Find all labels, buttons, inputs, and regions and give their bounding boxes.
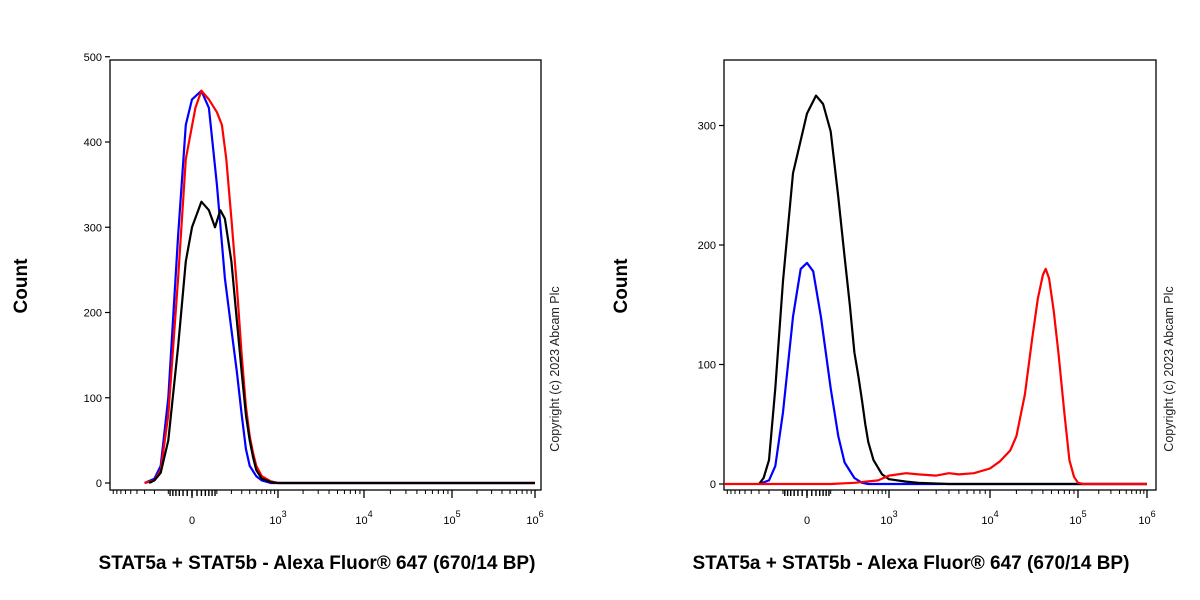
y-tick-label: 300 bbox=[84, 222, 102, 234]
histogram-series-line bbox=[148, 200, 535, 485]
y-tick-label: 0 bbox=[96, 478, 102, 490]
plot-frame bbox=[109, 59, 542, 491]
histogram-series-line bbox=[758, 94, 1147, 486]
histogram-series-line bbox=[724, 267, 1147, 486]
y-tick-label: 400 bbox=[84, 137, 102, 149]
x-tick-label: 104 bbox=[981, 509, 998, 527]
y-tick-label: 200 bbox=[84, 308, 102, 320]
copyright-notice: Copyright (c) 2023 Abcam Plc bbox=[1162, 286, 1176, 452]
x-tick-label: 103 bbox=[880, 509, 897, 527]
x-tick-label: 103 bbox=[269, 509, 286, 527]
y-tick-label: 300 bbox=[698, 121, 716, 133]
x-axis-label: STAT5a + STAT5b - Alexa Fluor® 647 (670/… bbox=[98, 553, 536, 574]
x-tick-label: 106 bbox=[1138, 509, 1155, 527]
x-tick-label: 106 bbox=[526, 509, 543, 527]
y-tick-label: 0 bbox=[710, 479, 716, 491]
histogram-plot-left: 0 100 200 300 400 500 0 103 104 105 106 bbox=[84, 52, 544, 527]
y-tick-label: 100 bbox=[698, 360, 716, 372]
y-axis-label: Count bbox=[11, 258, 32, 314]
histogram-panel-right: 0 100 200 300 0 103 104 105 106 Count STAT5a + S… bbox=[600, 0, 1200, 600]
histogram-series-line bbox=[758, 261, 1147, 486]
x-tick-label: 105 bbox=[1069, 509, 1086, 527]
x-tick-label: 104 bbox=[355, 509, 372, 527]
y-tick-label: 100 bbox=[84, 393, 102, 405]
x-tick-label: 0 bbox=[804, 515, 810, 527]
y-tick-label: 500 bbox=[84, 52, 102, 64]
histogram-series-line bbox=[144, 89, 535, 485]
y-axis-label: Count bbox=[611, 258, 632, 314]
x-tick-label: 105 bbox=[443, 509, 460, 527]
y-tick-label: 200 bbox=[698, 240, 716, 252]
histogram-plot-right: 0 100 200 300 0 103 104 105 106 bbox=[698, 59, 1157, 527]
histogram-panel-left: 0 100 200 300 400 500 0 103 104 105 106 Count STAT… bbox=[11, 52, 562, 574]
plot-frame bbox=[723, 59, 1157, 491]
x-axis-label: STAT5a + STAT5b - Alexa Fluor® 647 (670/… bbox=[692, 553, 1130, 574]
copyright-notice: Copyright (c) 2023 Abcam Plc bbox=[548, 286, 562, 452]
histogram-series-line bbox=[144, 89, 535, 485]
x-tick-label: 0 bbox=[189, 515, 195, 527]
